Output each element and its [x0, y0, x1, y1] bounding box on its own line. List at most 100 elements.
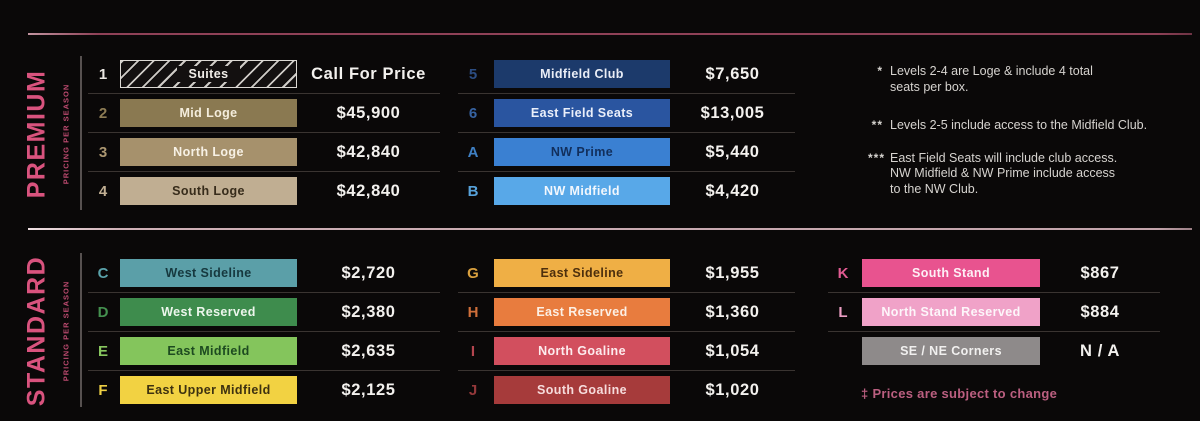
pricing-row-south-stand: K South Stand $867 [828, 259, 1160, 287]
row-bar: Mid Loge [120, 99, 297, 127]
row-price: $1,955 [705, 263, 760, 282]
row-divider [828, 331, 1160, 332]
row-bar: West Sideline [120, 259, 297, 287]
row-bar: South Loge [120, 177, 297, 205]
row-key: 2 [98, 104, 108, 122]
row-bar: North Stand Reserved [862, 298, 1040, 326]
row-divider [88, 331, 440, 332]
row-price: $867 [1080, 263, 1120, 282]
row-divider [88, 171, 440, 172]
row-key: B [467, 182, 479, 200]
row-price: $1,020 [705, 380, 760, 399]
row-price: $45,900 [336, 103, 401, 122]
standard-title: STANDARD [22, 255, 51, 407]
pricing-row-se-ne-corners: SE / NE Corners N / A [828, 337, 1160, 365]
footnote-line: Levels 2-5 include access to the Midfiel… [890, 118, 1148, 132]
row-bar: East Reserved [494, 298, 670, 326]
footnote-text: Levels 2-5 include access to the Midfiel… [890, 118, 1147, 134]
row-key: 1 [98, 65, 108, 83]
pricing-row-west-sideline: C West Sideline $2,720 [88, 259, 440, 287]
premium-vertical-rule [80, 56, 82, 210]
row-divider [88, 132, 440, 133]
premium-right-column: 5 Midfield Club $7,650 6 East Field Seat… [458, 60, 795, 205]
row-bar: Midfield Club [494, 60, 670, 88]
row-label: East Field Seats [530, 106, 634, 120]
row-divider [828, 292, 1160, 293]
row-label: East Reserved [536, 305, 628, 319]
row-label: East Sideline [540, 266, 624, 280]
row-bar: East Sideline [494, 259, 670, 287]
footnote-line: seats per box. [890, 79, 969, 94]
premium-subtitle: PRICING PER SEASON [61, 83, 71, 185]
pricing-row-mid-loge: 2 Mid Loge $45,900 [88, 99, 440, 127]
row-key: A [467, 143, 479, 161]
footnote-line: NW Midfield & NW Prime include access [890, 166, 1116, 180]
row-label: East Midfield [167, 344, 250, 358]
row-key: 4 [98, 182, 108, 200]
footnote: *** East Field Seats will include club a… [868, 151, 1194, 198]
footnote-marker: * [877, 64, 883, 78]
standard-section-label: STANDARD [14, 255, 60, 407]
footnote-text: Levels 2-4 are Loge & include 4 total se… [890, 64, 1093, 95]
footnote: ** Levels 2-5 include access to the Midf… [868, 118, 1194, 134]
row-key: H [467, 303, 479, 321]
footnote-line: Levels 2-4 are Loge & include 4 total [890, 64, 1093, 78]
row-price: $2,720 [341, 263, 396, 282]
row-label: South Goaline [537, 383, 627, 397]
row-price: $1,360 [705, 302, 760, 321]
row-bar: North Goaline [494, 337, 670, 365]
row-price: $2,380 [341, 302, 396, 321]
top-accent-line [28, 33, 1192, 35]
pricing-row-south-loge: 4 South Loge $42,840 [88, 177, 440, 205]
row-price: Call For Price [311, 64, 426, 83]
row-label: North Loge [173, 145, 244, 159]
pricing-row-suites: 1 Suites Call For Price [88, 60, 440, 88]
row-key: 6 [468, 104, 478, 122]
row-key: J [468, 381, 478, 399]
pricing-row-east-sideline: G East Sideline $1,955 [458, 259, 795, 287]
footnote-marker: ** [871, 118, 883, 132]
row-price: $7,650 [705, 64, 760, 83]
footnote-line: to the NW Club. [890, 181, 979, 196]
row-label: South Stand [911, 266, 990, 280]
premium-left-column: 1 Suites Call For Price 2 Mid Loge $45,9… [88, 60, 440, 205]
row-price: $5,440 [705, 142, 760, 161]
row-key: G [467, 264, 479, 282]
standard-column-3: K South Stand $867 L North Stand Reserve… [828, 259, 1160, 365]
footnote-text: East Field Seats will include club acces… [890, 151, 1117, 198]
premium-section-sublabel: PRICING PER SEASON [57, 58, 75, 210]
row-bar: North Loge [120, 138, 297, 166]
row-bar: NW Midfield [494, 177, 670, 205]
pricing-row-nw-prime: A NW Prime $5,440 [458, 138, 795, 166]
standard-section-sublabel: PRICING PER SEASON [57, 255, 75, 407]
row-bar: South Goaline [494, 376, 670, 404]
row-bar: West Reserved [120, 298, 297, 326]
row-label: South Loge [172, 184, 245, 198]
row-price: $42,840 [336, 142, 401, 161]
footnote: * Levels 2-4 are Loge & include 4 total … [868, 64, 1194, 95]
pricing-row-east-reserved: H East Reserved $1,360 [458, 298, 795, 326]
pricing-row-nw-midfield: B NW Midfield $4,420 [458, 177, 795, 205]
row-divider [458, 171, 795, 172]
row-label: West Sideline [165, 266, 252, 280]
row-key: 3 [98, 143, 108, 161]
row-divider [88, 370, 440, 371]
row-label: SE / NE Corners [900, 344, 1002, 358]
pricing-row-north-goaline: I North Goaline $1,054 [458, 337, 795, 365]
standard-column-2: G East Sideline $1,955 H East Reserved $… [458, 259, 795, 404]
row-price: N / A [1080, 341, 1120, 360]
row-label: North Goaline [538, 344, 626, 358]
pricing-row-north-stand-reserved: L North Stand Reserved $884 [828, 298, 1160, 326]
row-price: $1,054 [705, 341, 760, 360]
row-key: 5 [468, 65, 478, 83]
row-bar: NW Prime [494, 138, 670, 166]
row-key: L [838, 303, 848, 321]
premium-section-label: PREMIUM [14, 58, 60, 210]
row-divider [458, 93, 795, 94]
pricing-row-east-field-seats: 6 East Field Seats $13,005 [458, 99, 795, 127]
premium-footnotes: * Levels 2-4 are Loge & include 4 total … [868, 64, 1194, 197]
row-price: $13,005 [700, 103, 765, 122]
row-bar: South Stand [862, 259, 1040, 287]
row-bar: East Field Seats [494, 99, 670, 127]
